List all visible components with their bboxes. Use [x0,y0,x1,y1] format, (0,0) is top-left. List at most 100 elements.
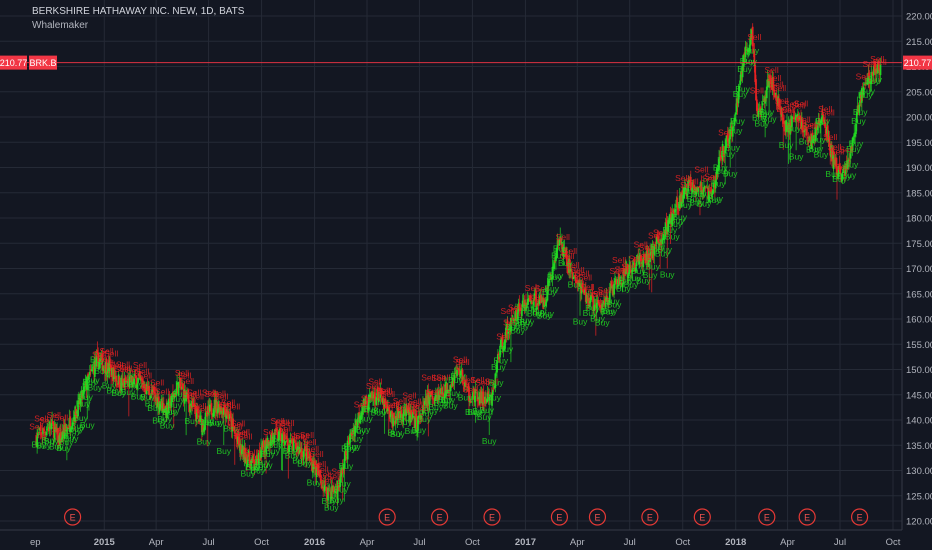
sell-signal-label: Sell [368,377,382,387]
candle-body [663,233,665,241]
candle-body [69,416,72,430]
candle-body [453,374,456,382]
buy-signal-label: Buy [56,443,71,453]
candle-body [45,431,48,436]
candle-body [864,84,867,85]
buy-signal-label: Buy [499,344,514,354]
buy-signal-label: Buy [745,45,760,55]
buy-signal-label: Buy [258,460,273,470]
candle-body [258,450,261,452]
candle-body [686,193,689,197]
candle-body [684,187,687,190]
candle-body [496,353,499,360]
buy-signal-label: Buy [728,126,743,136]
candle-body [755,99,758,111]
candle-body [851,137,854,151]
buy-signal-label: Buy [285,450,300,460]
sell-signal-label: Sell [226,401,240,411]
candle-body [66,427,69,430]
buy-signal-label: Buy [343,442,358,452]
candle-body [291,438,293,444]
sell-signal-label: Sell [508,302,522,312]
candle-body [546,286,549,301]
sell-signal-label: Sell [610,266,624,276]
sell-signal-label: Sell [34,413,48,423]
candle-body [613,283,615,295]
buy-signal-label: Buy [662,225,677,235]
candle-body [618,273,621,285]
candle-body [36,436,39,447]
candle-body [826,125,829,140]
sell-signal-label: Sell [782,105,796,115]
candle-body [591,292,594,298]
buy-signal-label: Buy [479,405,494,415]
sell-signal-label: Sell [187,387,201,397]
buy-signal-label: Buy [549,271,564,281]
candle-body [487,391,490,399]
sell-signal-label: Sell [278,423,292,433]
candle-body [67,428,70,430]
indicator-name[interactable]: Whalemaker [32,20,89,31]
candle-body [520,308,523,317]
time-axis[interactable]: ep 2015 Apr Jul Oct 2016 Apr Jul Oct 2017 Apr Jul Oc… [30,537,901,548]
candle-body [91,369,94,372]
candle-body [781,112,784,120]
candle-body [704,187,707,189]
candle-body [154,394,157,399]
candle-body [456,369,458,376]
candle-body [140,377,143,381]
buy-signal-label: Buy [206,418,221,428]
buy-signal-label: Buy [473,406,488,416]
candle-body [438,390,441,400]
buy-signal-label: Buy [341,444,356,454]
candle-body [867,72,870,82]
candle-body [88,371,91,376]
y-tick-label: 180.00 [906,214,932,225]
candle-body [562,247,565,257]
candle-body [716,169,719,174]
sell-signal-label: Sell [621,261,635,271]
buy-signal-label: Buy [779,140,794,150]
sell-signal-label: Sell [236,427,250,437]
candle-body [414,416,417,428]
sell-signal-label: Sell [818,104,832,114]
candle-body [850,147,852,154]
candle-body [296,450,298,452]
candle-body [761,103,764,106]
sell-signal-label: Sell [327,471,341,481]
candle-body [740,71,742,82]
candle-body [425,396,428,405]
candle-body [181,383,184,390]
candle-body [555,256,557,262]
candle-body [294,441,297,443]
buy-signal-label: Buy [860,86,875,96]
buy-signal-label: Buy [846,144,861,154]
candle-body [417,415,420,419]
buy-signal-label: Buy [806,144,821,154]
price-axis[interactable]: 120.00 125.00 130.00 135.00 140.00 145.00 150.… [906,12,932,528]
candle-body [608,291,611,303]
candle-body [554,260,556,262]
candle-body [415,413,418,418]
x-tick-label: Jul [624,537,636,548]
candle-body [200,417,202,419]
sell-signal-label: Sell [455,357,469,367]
candle-body [818,118,821,125]
candle-body [708,190,710,202]
candle-body [162,403,165,413]
buy-signal-label: Buy [759,107,774,117]
candle-body [838,163,841,170]
candlestick-series [35,23,882,509]
candle-body [362,406,364,415]
buy-signal-label: Buy [568,280,583,290]
candle-body [420,416,423,419]
sell-signal-label: Sell [133,360,147,370]
candle-body [434,397,436,402]
sell-signal-label: Sell [395,402,409,412]
sell-signal-label: Sell [271,416,285,426]
buy-signal-label: Buy [78,392,93,402]
candle-body [392,414,395,427]
candle-body [544,302,547,307]
